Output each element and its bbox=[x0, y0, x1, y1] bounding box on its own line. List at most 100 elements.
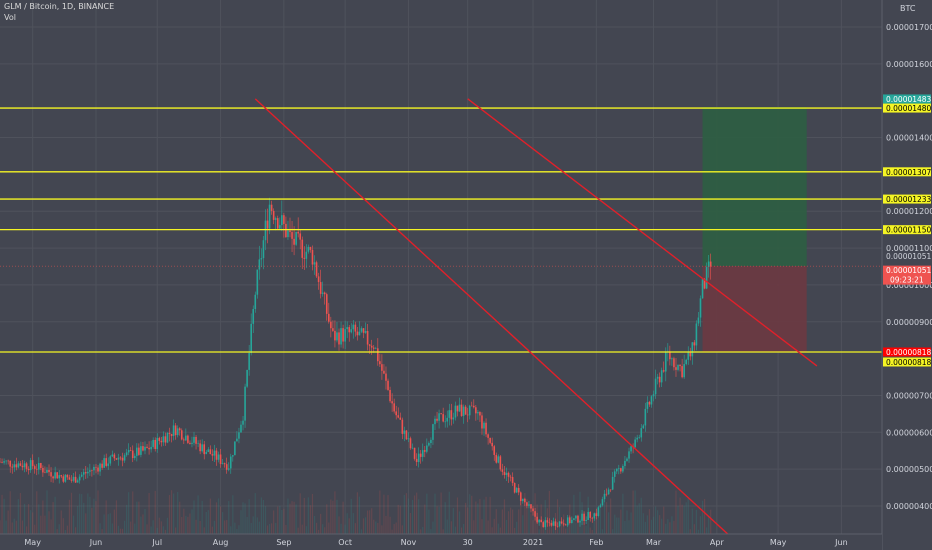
candle-body bbox=[172, 425, 175, 437]
volume-bar bbox=[340, 523, 342, 534]
volume-bar bbox=[66, 525, 68, 534]
candle-body bbox=[466, 414, 469, 416]
volume-bar bbox=[60, 510, 62, 534]
volume-bar bbox=[105, 500, 107, 534]
volume-bar bbox=[224, 520, 226, 534]
volume-bar bbox=[483, 499, 485, 534]
volume-bar bbox=[350, 498, 352, 534]
volume-bar bbox=[287, 498, 289, 534]
volume-bar bbox=[34, 524, 36, 534]
price-tick: 0.00000600 bbox=[886, 428, 932, 437]
candle-body bbox=[340, 328, 342, 345]
volume-bar bbox=[501, 509, 503, 534]
volume-bar bbox=[289, 503, 291, 534]
candle-body bbox=[52, 476, 54, 479]
volume-bar bbox=[650, 519, 653, 534]
volume-bar bbox=[209, 498, 211, 534]
candle-body bbox=[579, 520, 581, 523]
volume-bar bbox=[358, 496, 361, 534]
candle-body bbox=[509, 476, 512, 478]
candle-body bbox=[528, 504, 530, 506]
candle-body bbox=[109, 456, 112, 464]
candle-body bbox=[9, 460, 12, 467]
volume-bar bbox=[99, 523, 101, 534]
volume-bar bbox=[199, 521, 201, 534]
candle-body bbox=[450, 410, 453, 420]
volume-bar bbox=[605, 502, 608, 534]
candle-body bbox=[76, 480, 79, 483]
candle-body bbox=[328, 313, 330, 322]
volume-bar bbox=[679, 497, 681, 534]
candle-body bbox=[140, 446, 142, 455]
candle-body bbox=[252, 308, 255, 324]
candle-body bbox=[213, 450, 216, 456]
candle-body bbox=[703, 279, 706, 289]
candle-body bbox=[597, 507, 600, 516]
candle-body bbox=[291, 232, 293, 239]
candle-body bbox=[19, 463, 22, 466]
volume-bar bbox=[401, 525, 403, 534]
volume-bar bbox=[648, 509, 651, 534]
volume-bar bbox=[128, 492, 130, 534]
volume-bar bbox=[285, 525, 287, 534]
trend-line bbox=[254, 98, 740, 546]
volume-bar bbox=[5, 520, 7, 534]
symbol-title[interactable]: GLM / Bitcoin, 1D, BINANCE bbox=[4, 2, 115, 11]
candle-body bbox=[278, 225, 281, 229]
time-axis-panel[interactable] bbox=[0, 534, 882, 550]
candle-body bbox=[534, 511, 536, 517]
volume-bar bbox=[685, 502, 687, 534]
trend-lines[interactable] bbox=[254, 98, 818, 546]
loss-zone bbox=[702, 266, 807, 352]
volume-bar bbox=[610, 498, 612, 534]
volume-bar bbox=[17, 499, 19, 534]
candle-body bbox=[289, 230, 291, 233]
candle-body bbox=[209, 449, 212, 455]
candle-body bbox=[7, 460, 9, 462]
candle-body bbox=[15, 464, 18, 468]
candle-body bbox=[524, 498, 526, 503]
candle-body bbox=[250, 323, 252, 353]
volume-bar bbox=[342, 501, 344, 534]
candle-body bbox=[285, 223, 287, 238]
candle-body bbox=[246, 369, 248, 387]
candle-body bbox=[105, 458, 107, 466]
candle-body bbox=[3, 461, 5, 463]
volume-bar bbox=[514, 527, 516, 534]
price-tag-last: 0.00001051 bbox=[886, 266, 932, 275]
candle-body bbox=[391, 401, 393, 404]
volume-bar bbox=[362, 518, 365, 534]
volume-indicator-label[interactable]: Vol bbox=[4, 13, 16, 22]
candle-body bbox=[669, 351, 671, 360]
time-tick: Feb bbox=[589, 538, 603, 547]
candle-body bbox=[148, 447, 150, 450]
candle-body bbox=[99, 463, 101, 472]
candle-body bbox=[199, 443, 201, 452]
candle-body bbox=[207, 449, 210, 452]
volume-bar bbox=[320, 513, 322, 534]
candle-body bbox=[103, 458, 105, 468]
candle-body bbox=[568, 517, 571, 524]
volume-bar bbox=[675, 490, 677, 534]
candle-body bbox=[133, 455, 136, 459]
volume-bar bbox=[62, 518, 64, 534]
long-position-zones bbox=[702, 106, 807, 352]
volume-bar bbox=[663, 506, 665, 534]
volume-bar bbox=[273, 510, 275, 534]
candle-body bbox=[125, 452, 128, 456]
candle-body bbox=[319, 282, 322, 294]
candle-body bbox=[238, 432, 240, 439]
candle-body bbox=[264, 220, 267, 241]
time-tick: Oct bbox=[338, 538, 352, 547]
volume-bar bbox=[226, 520, 228, 534]
candle-body bbox=[191, 442, 193, 444]
candle-body bbox=[413, 447, 416, 459]
candle-body bbox=[364, 330, 367, 333]
candle-body bbox=[258, 259, 261, 270]
volume-bar bbox=[101, 529, 103, 534]
volume-bar bbox=[244, 503, 246, 534]
horizontal-levels[interactable] bbox=[0, 107, 882, 353]
candle-body bbox=[111, 454, 114, 457]
candle-body bbox=[650, 396, 653, 405]
